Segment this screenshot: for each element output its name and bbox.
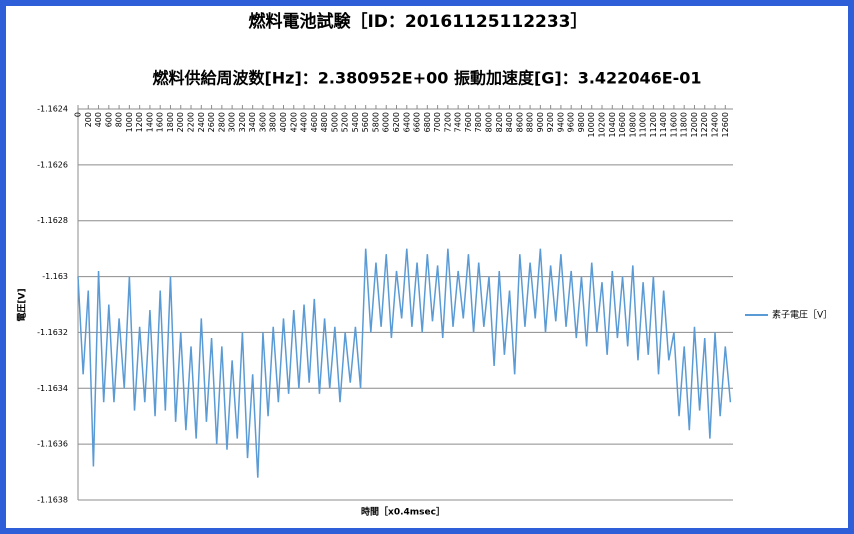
x-tick-label: 0 [74,112,83,117]
x-tick-label: 11400 [659,112,668,137]
x-tick-label: 7200 [443,112,452,132]
x-tick-label: 4600 [310,112,319,132]
x-tick-label: 8600 [515,112,524,132]
x-tick-label: 5600 [361,112,370,132]
x-tick-label: 1400 [145,112,154,132]
x-tick-label: 9000 [536,112,545,132]
x-tick-label: 4200 [289,112,298,132]
x-tick-label: 9400 [556,112,565,132]
x-tick-label: 8000 [484,112,493,132]
y-tick-label: -1.1628 [37,216,68,225]
x-tick-label: 1600 [156,112,165,132]
x-tick-label: 6200 [392,112,401,132]
y-axis-title: 電圧[V] [17,288,28,321]
x-tick-label: 12200 [700,112,709,137]
x-tick-label: 3400 [248,112,257,132]
x-tick-label: 11600 [669,112,678,137]
x-tick-label: 11200 [649,112,658,137]
x-tick-label: 10000 [587,112,596,137]
x-axis-title: 時間［x0.4msec］ [361,506,445,518]
line-series [77,248,732,478]
x-tick-label: 12400 [711,112,720,137]
x-tick-label: 10200 [598,112,607,137]
x-tick-label: 7600 [464,112,473,132]
x-tick-label: 2400 [197,112,206,132]
x-tick-label: 1800 [166,112,175,132]
x-tick-label: 12000 [690,112,699,137]
x-tick-label: 5200 [341,112,350,132]
x-tick-label: 3200 [238,112,247,132]
x-tick-label: 6000 [382,112,391,132]
x-tick-label: 8400 [505,112,514,132]
x-tick-label: 8200 [495,112,504,132]
x-tick-label: 12600 [721,112,730,137]
y-tick-label: -1.1634 [37,384,68,393]
x-tick-label: 7000 [433,112,442,132]
x-tick-label: 1000 [125,112,134,132]
chart-title: 燃料電池試験［ID：20161125112233］ [248,11,587,32]
y-tick-label: -1.1632 [37,328,68,337]
x-tick-label: 7400 [454,112,463,132]
y-tick-label: -1.163 [42,272,68,281]
x-tick-label: 600 [104,112,113,127]
y-tick-label: -1.1626 [37,160,68,169]
x-tick-label: 4000 [279,112,288,132]
x-tick-label: 4800 [320,112,329,132]
x-tick-label: 1200 [135,112,144,132]
x-tick-label: 3000 [228,112,237,132]
x-tick-label: 3800 [269,112,278,132]
legend-label: 素子電圧［V］ [772,309,832,321]
y-tick-label: -1.1638 [37,496,68,505]
x-tick-label: 5800 [371,112,380,132]
x-tick-label: 200 [84,112,93,127]
y-tick-label: -1.1624 [37,105,68,114]
x-tick-label: 5400 [351,112,360,132]
x-tick-label: 6600 [413,112,422,132]
x-tick-label: 3600 [258,112,267,132]
x-tick-label: 9200 [546,112,555,132]
x-tick-label: 6800 [423,112,432,132]
x-tick-label: 9800 [577,112,586,132]
x-tick-label: 9600 [567,112,576,132]
x-tick-label: 800 [115,112,124,127]
x-tick-label: 2800 [217,112,226,132]
x-tick-label: 11800 [680,112,689,137]
x-tick-label: 7800 [474,112,483,132]
x-tick-label: 10600 [618,112,627,137]
x-tick-label: 4400 [300,112,309,132]
x-tick-label: 2200 [187,112,196,132]
y-tick-label: -1.1636 [37,440,68,449]
x-tick-label: 10400 [608,112,617,137]
x-tick-label: 2600 [207,112,216,132]
x-tick-label: 2000 [176,112,185,132]
x-tick-label: 8800 [526,112,535,132]
x-tick-label: 11000 [639,112,648,137]
x-tick-label: 6400 [402,112,411,132]
x-tick-label: 5000 [330,112,339,132]
x-tick-label: 400 [94,112,103,127]
chart-subtitle: 燃料供給周波数[Hz]：2.380952E+00 振動加速度[G]：3.4220… [152,69,701,88]
x-tick-label: 10800 [628,112,637,137]
